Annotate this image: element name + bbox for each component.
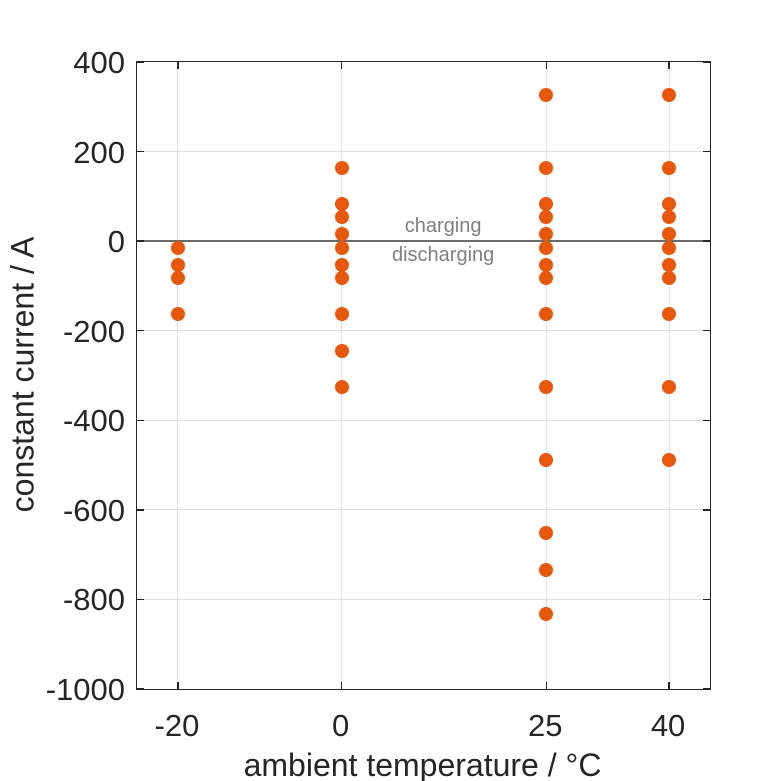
plot-area: charging discharging [136,61,711,690]
x-tick-mark [340,682,343,689]
y-gridline [137,151,710,153]
y-tick-mark-right [703,240,710,242]
data-point [662,307,677,322]
data-point [539,209,554,224]
data-point [539,270,554,285]
x-axis-label: ambient temperature / °C [243,747,602,781]
data-point [170,307,185,322]
data-point [662,209,677,224]
data-point [662,197,677,212]
y-gridline [137,598,710,600]
y-tick-mark-right [703,61,710,63]
data-point [662,241,677,256]
data-point [539,241,554,256]
y-tick-mark-right [703,509,710,511]
y-tick-label: -200 [62,313,125,349]
x-tick-mark [668,682,670,689]
data-point [334,241,349,256]
x-tick-mark [177,682,179,689]
data-point [170,270,185,285]
y-tick-mark-right [703,419,710,422]
region-annotation: charging [404,214,482,237]
x-gridline [668,62,670,689]
data-point [334,258,349,273]
data-point [539,88,554,103]
y-tick-mark [137,419,144,422]
y-tick-mark-right [703,598,710,601]
data-point [662,258,677,273]
data-point [539,161,554,176]
x-tick-label: 25 [528,708,563,743]
data-point [539,526,554,541]
x-tick-mark [545,682,548,689]
data-point [539,453,554,468]
x-gridline [177,62,179,689]
data-point [334,226,349,241]
y-tick-label: 400 [73,45,125,80]
y-tick-mark-right [703,150,710,153]
y-tick-mark [137,61,144,63]
data-point [334,270,349,285]
data-point [334,161,349,176]
x-tick-mark-top [545,62,548,69]
x-tick-mark-top [340,62,343,69]
y-gridline [137,509,710,511]
data-point [170,258,185,273]
y-tick-label: 0 [107,224,125,260]
y-tick-label: -1000 [45,672,125,707]
y-axis-label: constant current / A [4,236,41,513]
data-point [334,307,349,322]
y-tick-mark [137,509,144,511]
x-tick-mark-top [177,62,179,69]
y-tick-mark [137,688,144,690]
y-tick-mark-right [703,329,710,332]
y-tick-mark [137,150,144,153]
y-tick-mark [137,598,144,601]
x-tick-mark-top [668,62,670,69]
x-tick-label: 40 [650,708,686,743]
data-point [662,270,677,285]
y-tick-mark [137,240,144,242]
y-gridline [137,330,710,332]
x-tick-label: 0 [332,708,350,743]
x-gridline [545,62,547,689]
data-point [334,380,349,395]
data-point [539,258,554,273]
y-tick-mark [137,329,144,332]
data-point [662,161,677,176]
data-point [334,343,349,358]
data-point [539,607,554,622]
data-point [662,226,677,241]
data-point [170,241,185,256]
data-point [539,563,554,578]
data-point [539,226,554,241]
region-annotation: discharging [391,243,495,266]
y-tick-label: 200 [73,134,125,170]
data-point [539,197,554,212]
data-point [539,307,554,322]
y-tick-label: -600 [62,492,125,528]
y-gridline [137,419,710,421]
y-tick-label: -800 [62,582,125,618]
y-tick-label: -400 [62,403,125,439]
x-tick-label: -20 [154,708,200,743]
y-tick-mark-right [703,688,710,690]
data-point [334,209,349,224]
data-point [662,88,677,103]
zero-current-line [137,239,710,243]
x-gridline [341,62,343,689]
data-point [334,197,349,212]
data-point [662,453,677,468]
data-point [662,380,677,395]
data-point [539,380,554,395]
